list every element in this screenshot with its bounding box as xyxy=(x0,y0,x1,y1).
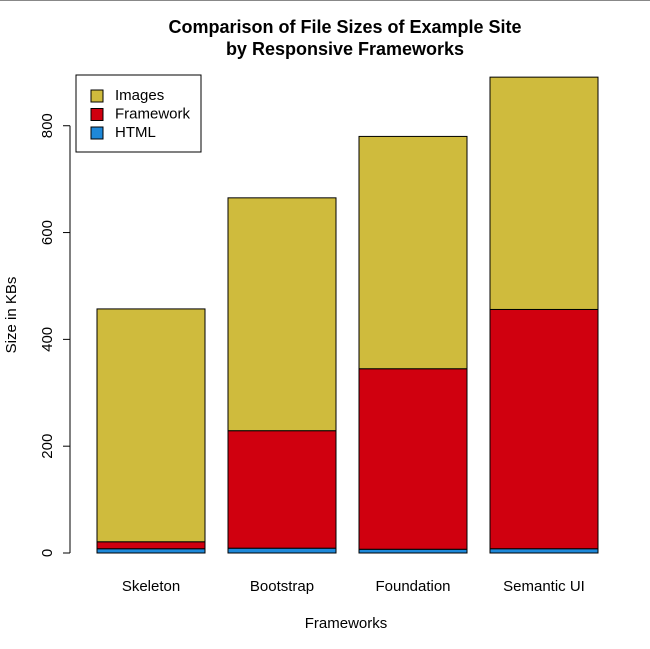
y-tick-label: 600 xyxy=(39,220,56,245)
bar-segment xyxy=(96,548,206,554)
y-tick-label: 200 xyxy=(39,434,56,459)
chart-title: Comparison of File Sizes of Example Site xyxy=(168,17,521,37)
bar-segment xyxy=(489,76,599,310)
y-axis-label: Size in KBs xyxy=(3,277,20,354)
legend-swatch xyxy=(90,108,104,121)
x-tick-label: Skeleton xyxy=(122,578,180,595)
y-tick-label: 0 xyxy=(39,549,56,557)
bar-segment xyxy=(489,548,599,554)
x-axis-label: Frameworks xyxy=(305,615,388,632)
legend-label: Images xyxy=(115,87,164,104)
bar-segment xyxy=(227,197,337,432)
x-tick-label: Bootstrap xyxy=(250,578,314,595)
bar-segment xyxy=(489,308,599,550)
bar-segment xyxy=(96,541,206,550)
y-tick-label: 400 xyxy=(39,327,56,352)
legend-swatch xyxy=(90,126,104,140)
legend-swatch xyxy=(90,89,104,103)
chart-title: by Responsive Frameworks xyxy=(226,39,464,59)
x-tick-label: Foundation xyxy=(375,578,450,595)
bar-segment xyxy=(227,430,337,549)
x-tick-label: Semantic UI xyxy=(503,578,585,595)
legend-label: Framework xyxy=(115,105,191,122)
bar-segment xyxy=(358,135,468,370)
bar-segment xyxy=(358,368,468,550)
y-tick-label: 800 xyxy=(39,113,56,138)
bar-segment xyxy=(96,308,206,543)
bar-segment xyxy=(358,548,468,554)
legend-label: HTML xyxy=(115,124,156,141)
bar-segment xyxy=(227,547,337,554)
